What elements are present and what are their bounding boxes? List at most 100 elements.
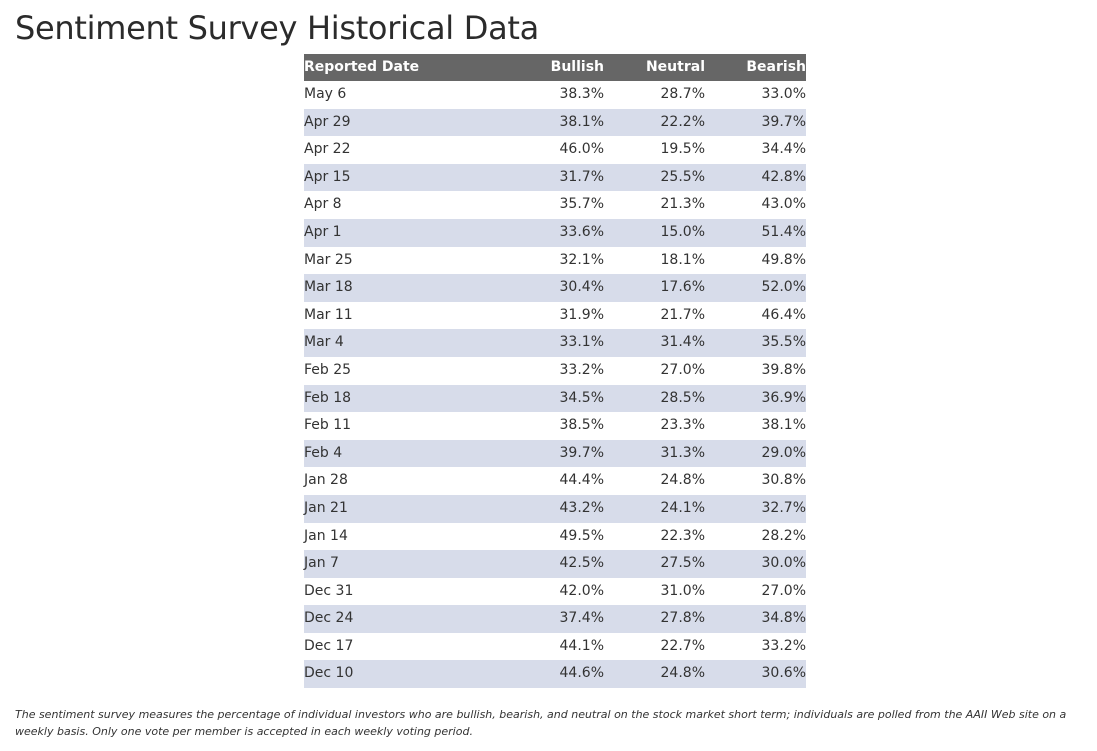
cell-neutral: 19.5% (660, 141, 705, 158)
cell-reported-date: Feb 4 (304, 444, 343, 461)
cell-bearish: 39.7% (761, 113, 806, 130)
table-row: Jan 7 42.5% 27.5% 30.0% (304, 550, 806, 578)
table-row: Jan 21 43.2% 24.1% 32.7% (304, 494, 806, 523)
table-row: Apr 8 35.7% 21.3% 43.0% (304, 191, 806, 219)
table-row: Apr 15 31.7% 25.5% 42.8% (304, 163, 806, 192)
table-row: Jan 28 44.4% 24.8% 30.8% (304, 467, 806, 495)
table-row: Mar 18 30.4% 17.6% 52.0% (304, 274, 806, 302)
page-title: Sentiment Survey Historical Data (15, 9, 539, 47)
table-row: Mar 25 32.1% 18.1% 49.8% (304, 247, 806, 275)
cell-bullish: 44.1% (559, 637, 604, 654)
cell-bullish: 37.4% (559, 610, 604, 627)
cell-bearish: 51.4% (761, 223, 806, 240)
cell-neutral: 31.4% (660, 334, 705, 351)
cell-bullish: 43.2% (559, 499, 604, 516)
cell-bullish: 44.4% (559, 472, 604, 489)
table-row: Dec 24 37.4% 27.8% 34.8% (304, 605, 806, 633)
cell-bullish: 31.7% (559, 168, 604, 185)
cell-bearish: 28.2% (761, 527, 806, 544)
cell-neutral: 21.7% (660, 306, 705, 323)
cell-bearish: 36.9% (761, 389, 806, 406)
cell-bullish: 32.1% (559, 251, 604, 268)
table-row: Dec 31 42.0% 31.0% 27.0% (304, 578, 806, 606)
cell-neutral: 22.3% (660, 527, 705, 544)
cell-neutral: 28.7% (660, 86, 705, 102)
cell-bearish: 43.0% (761, 196, 806, 213)
table-row: Feb 18 34.5% 28.5% 36.9% (304, 384, 806, 413)
cell-bearish: 49.8% (761, 251, 806, 268)
table-row: Feb 11 38.5% 23.3% 38.1% (304, 412, 806, 440)
table-row: Apr 29 38.1% 22.2% 39.7% (304, 108, 806, 137)
cell-bullish: 34.5% (559, 389, 604, 406)
cell-reported-date: Dec 31 (304, 582, 354, 599)
cell-reported-date: Apr 29 (304, 113, 351, 130)
cell-bearish: 30.6% (761, 665, 806, 682)
cell-neutral: 21.3% (660, 196, 705, 213)
table-row: Mar 4 33.1% 31.4% 35.5% (304, 329, 806, 357)
cell-bullish: 31.9% (559, 306, 604, 323)
cell-bullish: 49.5% (559, 527, 604, 544)
cell-bullish: 33.2% (559, 361, 604, 378)
cell-reported-date: Jan 21 (304, 499, 348, 516)
cell-reported-date: Feb 18 (304, 389, 352, 406)
cell-reported-date: Dec 10 (304, 665, 354, 682)
cell-bullish: 38.3% (559, 86, 604, 102)
cell-neutral: 15.0% (660, 223, 705, 240)
cell-neutral: 23.3% (660, 417, 705, 434)
cell-bearish: 46.4% (761, 306, 806, 323)
column-header-bearish: Bearish (746, 59, 806, 75)
cell-neutral: 17.6% (660, 279, 705, 296)
cell-reported-date: May 6 (304, 86, 347, 102)
cell-reported-date: Apr 15 (304, 168, 351, 185)
column-header-bullish: Bullish (550, 59, 604, 75)
cell-reported-date: Mar 4 (304, 334, 344, 351)
cell-neutral: 25.5% (660, 168, 705, 185)
cell-neutral: 27.5% (660, 555, 705, 572)
cell-reported-date: Apr 1 (304, 223, 342, 240)
column-header-reported-date: Reported Date (304, 59, 420, 75)
cell-neutral: 24.8% (660, 472, 705, 489)
cell-bearish: 33.0% (761, 86, 806, 102)
cell-neutral: 31.0% (660, 582, 705, 599)
cell-bearish: 35.5% (761, 334, 806, 351)
cell-bearish: 38.1% (761, 417, 806, 434)
cell-bullish: 38.1% (559, 113, 604, 130)
table-row: Jan 14 49.5% 22.3% 28.2% (304, 523, 806, 551)
cell-neutral: 28.5% (660, 389, 705, 406)
footnote: The sentiment survey measures the percen… (15, 708, 1067, 738)
cell-reported-date: Jan 28 (304, 472, 348, 489)
table-row: Feb 4 39.7% 31.3% 29.0% (304, 439, 806, 468)
table-row: Apr 1 33.6% 15.0% 51.4% (304, 218, 806, 247)
cell-neutral: 22.2% (660, 113, 705, 130)
cell-bearish: 29.0% (761, 444, 806, 461)
table-row: Dec 10 44.6% 24.8% 30.6% (304, 660, 806, 689)
cell-bullish: 42.5% (559, 555, 604, 572)
table-header-row: Reported Date Bullish Neutral Bearish (304, 54, 806, 81)
cell-bullish: 44.6% (559, 665, 604, 682)
cell-bearish: 39.8% (761, 361, 806, 378)
cell-neutral: 31.3% (660, 444, 705, 461)
cell-bearish: 33.2% (761, 637, 806, 654)
cell-reported-date: Mar 25 (304, 251, 353, 268)
cell-bearish: 52.0% (761, 279, 806, 296)
cell-bearish: 34.4% (761, 141, 806, 158)
cell-neutral: 27.0% (660, 361, 705, 378)
cell-bearish: 30.8% (761, 472, 806, 489)
cell-reported-date: Dec 17 (304, 637, 354, 654)
cell-bearish: 42.8% (761, 168, 806, 185)
cell-bullish: 35.7% (559, 196, 604, 213)
cell-reported-date: Feb 11 (304, 417, 352, 434)
table-row: May 6 38.3% 28.7% 33.0% (304, 81, 806, 109)
cell-neutral: 24.8% (660, 665, 705, 682)
cell-reported-date: Jan 14 (304, 527, 348, 544)
cell-reported-date: Mar 18 (304, 279, 353, 296)
cell-neutral: 24.1% (660, 499, 705, 516)
table-row: Apr 22 46.0% 19.5% 34.4% (304, 136, 806, 164)
cell-reported-date: Feb 25 (304, 361, 352, 378)
cell-reported-date: Jan 7 (304, 555, 339, 572)
table-row: Dec 17 44.1% 22.7% 33.2% (304, 633, 806, 661)
cell-bullish: 39.7% (559, 444, 604, 461)
cell-reported-date: Mar 11 (304, 306, 353, 323)
sentiment-history-table: Reported Date Bullish Neutral Bearish Ma… (304, 54, 806, 689)
cell-bullish: 33.1% (559, 334, 604, 351)
